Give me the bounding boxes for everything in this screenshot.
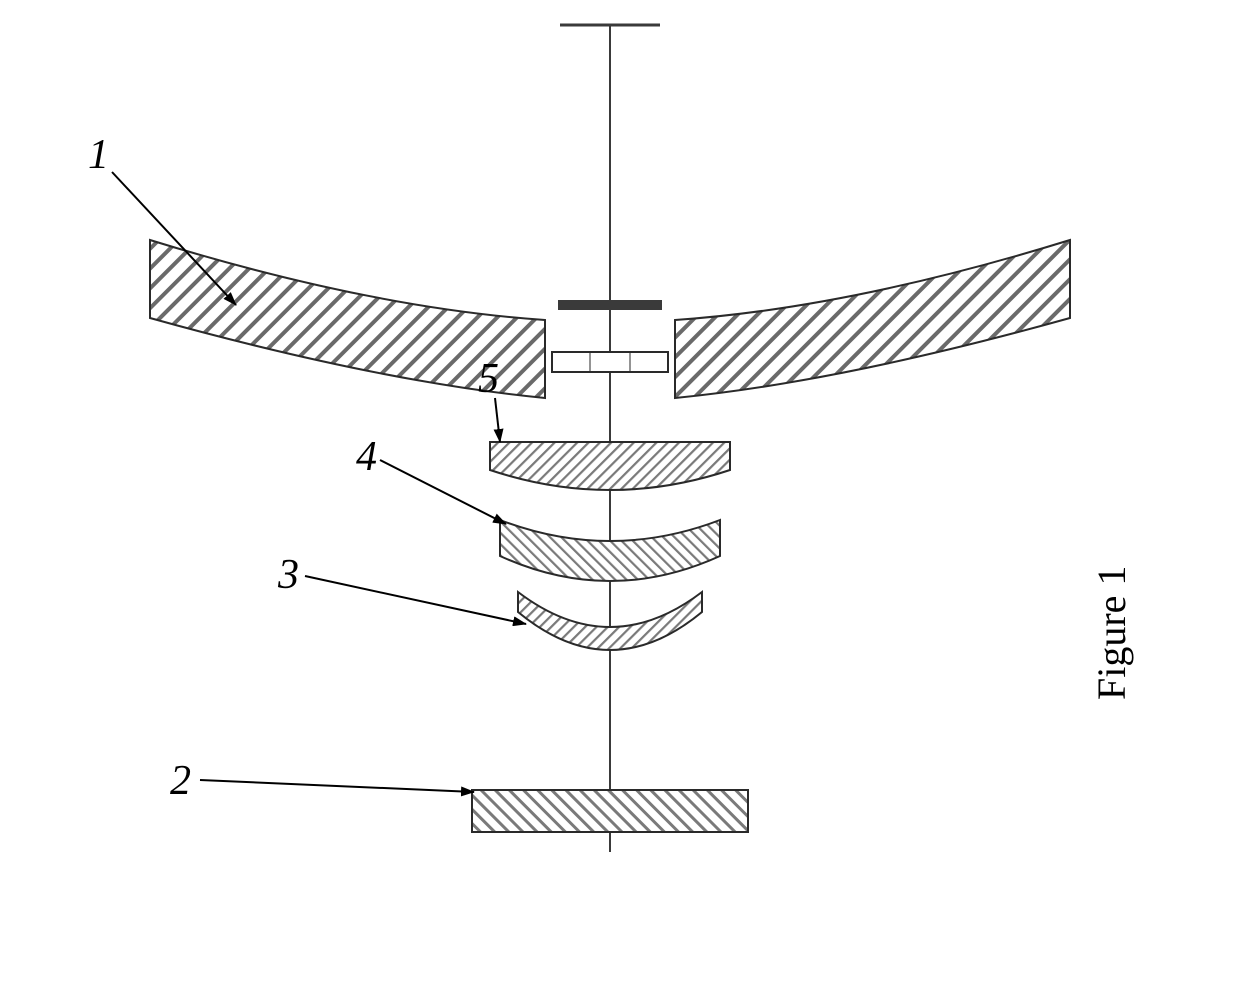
secondary-flat [472, 790, 748, 832]
label-3: 3 [277, 552, 299, 598]
figure-caption: Figure 1 [1089, 566, 1134, 700]
label-5: 5 [478, 356, 499, 402]
lens-5 [490, 442, 730, 490]
labels: 1 5 4 3 2 [88, 132, 499, 804]
optical-axis [560, 25, 660, 852]
label-2: 2 [170, 758, 191, 804]
label-1: 1 [88, 132, 109, 178]
optics-diagram: 1 5 4 3 2 Figure 1 [0, 0, 1240, 989]
label-4: 4 [356, 434, 377, 480]
